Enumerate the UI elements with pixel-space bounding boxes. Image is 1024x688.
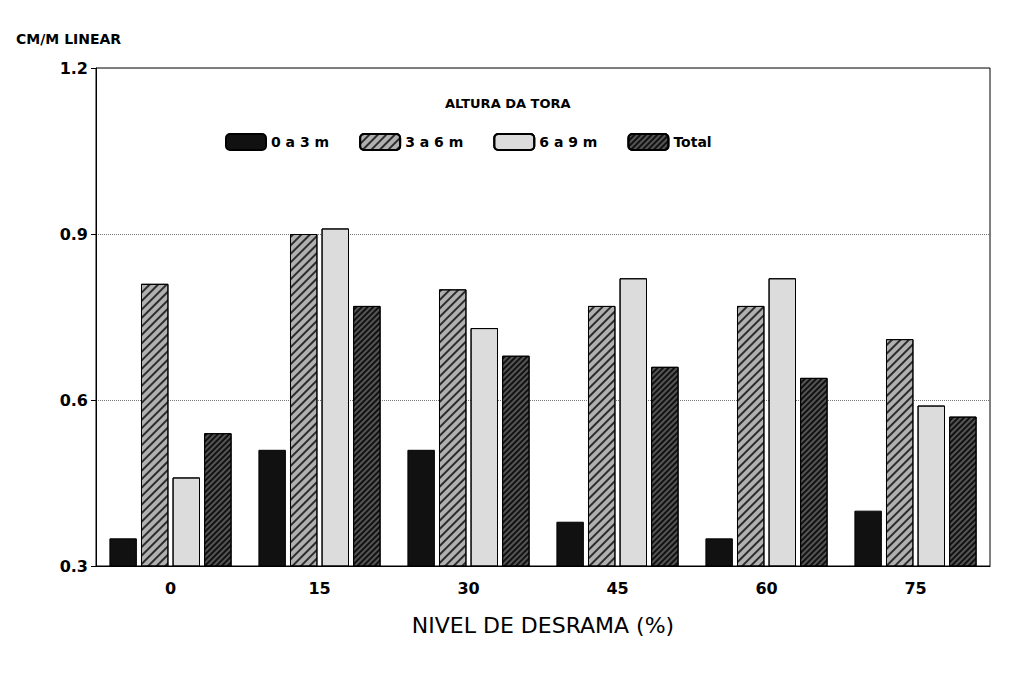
svg-text:NIVEL DE DESRAMA (%): NIVEL DE DESRAMA (%) <box>412 613 674 638</box>
svg-text:Total: Total <box>673 134 711 150</box>
svg-text:0: 0 <box>165 579 176 598</box>
svg-text:0.6: 0.6 <box>60 391 88 410</box>
svg-text:60: 60 <box>755 579 777 598</box>
svg-text:3 a 6 m: 3 a 6 m <box>405 134 463 150</box>
svg-text:0.3: 0.3 <box>60 557 88 576</box>
svg-text:CM/M LINEAR: CM/M LINEAR <box>16 31 121 47</box>
svg-text:6 a 9 m: 6 a 9 m <box>539 134 597 150</box>
svg-text:45: 45 <box>606 579 628 598</box>
svg-text:ALTURA DA TORA: ALTURA DA TORA <box>445 96 571 111</box>
svg-text:0 a 3 m: 0 a 3 m <box>271 134 329 150</box>
svg-text:1.2: 1.2 <box>60 59 88 78</box>
svg-text:30: 30 <box>457 579 479 598</box>
svg-text:15: 15 <box>308 579 330 598</box>
svg-text:75: 75 <box>904 579 926 598</box>
svg-text:0.9: 0.9 <box>60 225 88 244</box>
